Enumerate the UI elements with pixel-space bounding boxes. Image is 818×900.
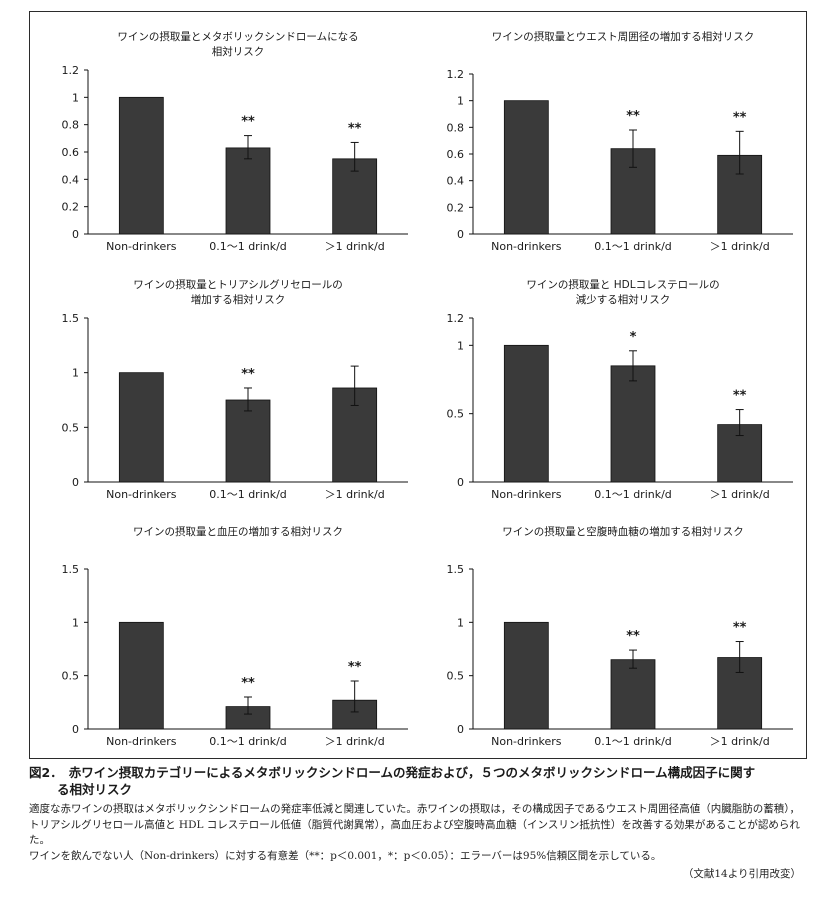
- y-tick-label: 0.8: [447, 121, 465, 134]
- figure-frame: ワインの摂取量とメタボリックシンドロームになる 相対リスク 0 0.2 0.4 0.6 0.…: [29, 11, 807, 759]
- y-tick-label: 0.6: [62, 146, 80, 159]
- category-label: Non-drinkers: [491, 735, 562, 748]
- chart-title-line: 減少する相対リスク: [576, 293, 671, 306]
- category-label: 0.1～1 drink/d: [594, 488, 672, 501]
- chart-svg: ワインの摂取量と空腹時血糖の増加する相対リスク 0 0.5 1 1.5 Non-drink…: [447, 525, 793, 748]
- y-tick-label: 1: [457, 616, 464, 629]
- y-tick-label: 1.2: [62, 64, 80, 77]
- chart-svg: ワインの摂取量とウエスト周囲径の増加する相対リスク 0 0.2 0.4 0.6 0.8 1 1…: [447, 30, 793, 253]
- caption-source: （文献14より引用改変）: [682, 867, 801, 880]
- y-tick-label: 0.6: [447, 148, 465, 161]
- significance-mark: **: [733, 389, 747, 404]
- category-label: ＞1 drink/d: [710, 735, 770, 748]
- bar: [503, 100, 549, 235]
- y-tick-label: 0: [457, 476, 464, 489]
- bar: [610, 659, 656, 730]
- bar: [225, 399, 271, 483]
- category-label: Non-drinkers: [106, 240, 177, 253]
- chart-svg: ワインの摂取量と血圧の増加する相対リスク 0 0.5 1 1.5 Non-drinkers…: [62, 525, 408, 748]
- chart-title-line: ワインの摂取量と空腹時血糖の増加する相対リスク: [502, 525, 744, 538]
- category-label: Non-drinkers: [491, 240, 562, 253]
- chart-panel-2: ワインの摂取量とウエスト周囲径の増加する相対リスク 0 0.2 0.4 0.6 0.8 1 1…: [423, 22, 801, 262]
- y-tick-label: 1: [72, 91, 79, 104]
- significance-mark: **: [241, 115, 255, 130]
- significance-mark: **: [241, 367, 255, 382]
- y-tick-label: 0.8: [62, 119, 80, 132]
- significance-mark: **: [733, 110, 747, 125]
- significance-mark: **: [733, 621, 747, 636]
- category-label: ＞1 drink/d: [710, 240, 770, 253]
- y-tick-label: 0.5: [62, 670, 80, 683]
- y-tick-label: 0: [72, 723, 79, 736]
- category-label: ＞1 drink/d: [325, 488, 385, 501]
- chart-title-line: 増加する相対リスク: [191, 293, 286, 306]
- category-label: Non-drinkers: [106, 488, 177, 501]
- y-tick-label: 1: [457, 95, 464, 108]
- y-tick-label: 1.5: [62, 563, 80, 576]
- bar: [610, 365, 656, 483]
- significance-mark: **: [241, 676, 255, 691]
- bar: [118, 621, 164, 730]
- y-tick-label: 0.2: [447, 201, 465, 214]
- y-tick-label: 1: [72, 367, 79, 380]
- y-tick-label: 0: [72, 228, 79, 241]
- y-tick-label: 1: [72, 616, 79, 629]
- y-tick-label: 0.5: [447, 408, 465, 421]
- category-label: 0.1～1 drink/d: [209, 735, 287, 748]
- caption-body: 適度な赤ワインの摂取はメタボリックシンドロームの発症率低減と関連していた。赤ワイ…: [29, 803, 801, 846]
- category-label: ＞1 drink/d: [710, 488, 770, 501]
- category-label: ＞1 drink/d: [325, 735, 385, 748]
- chart-title-line: ワインの摂取量とトリアシルグリセロールの: [133, 278, 343, 291]
- chart-panel-5: ワインの摂取量と血圧の増加する相対リスク 0 0.5 1 1.5 Non-drinkers…: [38, 517, 416, 757]
- significance-mark: *: [630, 330, 637, 345]
- y-tick-label: 1.5: [447, 563, 465, 576]
- y-tick-label: 0.4: [447, 175, 465, 188]
- bar: [503, 621, 549, 730]
- chart-panel-1: ワインの摂取量とメタボリックシンドロームになる 相対リスク 0 0.2 0.4 0.6 0.…: [38, 22, 416, 262]
- figure-caption: 図2． 赤ワイン摂取カテゴリーによるメタボリックシンドロームの発症および，５つのメ…: [29, 764, 809, 881]
- bar: [118, 96, 164, 235]
- significance-mark: **: [626, 629, 640, 644]
- caption-number: 図2．: [29, 765, 63, 780]
- y-tick-label: 0: [457, 723, 464, 736]
- y-tick-label: 1.5: [62, 312, 80, 325]
- caption-title-line2: る相対リスク: [57, 782, 133, 797]
- category-label: Non-drinkers: [106, 735, 177, 748]
- bar: [118, 372, 164, 483]
- category-label: 0.1～1 drink/d: [209, 240, 287, 253]
- category-label: 0.1～1 drink/d: [594, 240, 672, 253]
- caption-note: ワインを飲んでない人（Non-drinkers）に対する有意差（**：p＜0.0…: [29, 849, 662, 862]
- chart-title-line: ワインの摂取量と HDLコレステロールの: [526, 278, 719, 291]
- caption-title: 図2． 赤ワイン摂取カテゴリーによるメタボリックシンドロームの発症および，５つのメ…: [29, 764, 809, 798]
- chart-title-line: ワインの摂取量と血圧の増加する相対リスク: [133, 525, 343, 538]
- y-tick-label: 0.4: [62, 173, 80, 186]
- category-label: Non-drinkers: [491, 488, 562, 501]
- significance-mark: **: [348, 660, 362, 675]
- chart-panel-3: ワインの摂取量とトリアシルグリセロールの 増加する相対リスク 0 0.5 1 1.5 Non…: [38, 270, 416, 510]
- y-tick-label: 1.2: [447, 312, 465, 325]
- y-tick-label: 0: [72, 476, 79, 489]
- chart-title-line: ワインの摂取量とウエスト周囲径の増加する相対リスク: [492, 30, 755, 43]
- caption-title-line1: 赤ワイン摂取カテゴリーによるメタボリックシンドロームの発症および，５つのメタボリ…: [68, 765, 756, 780]
- y-tick-label: 0: [457, 228, 464, 241]
- y-tick-label: 1.2: [447, 68, 465, 81]
- chart-title-line: ワインの摂取量とメタボリックシンドロームになる: [117, 30, 358, 43]
- category-label: ＞1 drink/d: [325, 240, 385, 253]
- bar: [503, 344, 549, 483]
- category-label: 0.1～1 drink/d: [209, 488, 287, 501]
- category-label: 0.1～1 drink/d: [594, 735, 672, 748]
- bar: [225, 147, 271, 235]
- y-tick-label: 0.5: [447, 670, 465, 683]
- chart-panel-4: ワインの摂取量と HDLコレステロールの 減少する相対リスク 0 0.5 1 1.2 Non…: [423, 270, 801, 510]
- y-tick-label: 0.5: [62, 421, 80, 434]
- y-tick-label: 0.2: [62, 201, 80, 214]
- y-tick-label: 1: [457, 339, 464, 352]
- chart-panel-6: ワインの摂取量と空腹時血糖の増加する相対リスク 0 0.5 1 1.5 Non-drink…: [423, 517, 801, 757]
- significance-mark: **: [626, 109, 640, 124]
- significance-mark: **: [348, 121, 362, 136]
- chart-title-line: 相対リスク: [212, 45, 265, 58]
